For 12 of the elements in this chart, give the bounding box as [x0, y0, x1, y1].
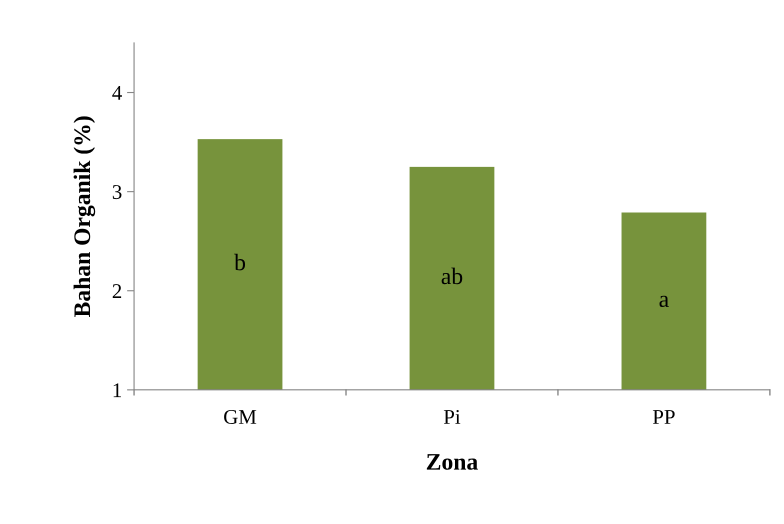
y-tick-label: 4: [112, 86, 122, 100]
y-tick-label: 2: [112, 284, 122, 298]
annotation: b: [234, 254, 246, 270]
y-tick-label: 3: [112, 185, 122, 200]
y-tick-label: 1: [114, 383, 122, 398]
annotation: ab: [442, 268, 462, 284]
x-tick-label: Pi: [444, 410, 460, 424]
x-tick-label: GM: [224, 410, 256, 424]
annotation: a: [660, 296, 669, 308]
x-tick-label: PP: [652, 410, 675, 424]
y-axis-title: Bahan Organik (%): [74, 116, 96, 318]
x-axis-title: Zona: [426, 454, 478, 470]
